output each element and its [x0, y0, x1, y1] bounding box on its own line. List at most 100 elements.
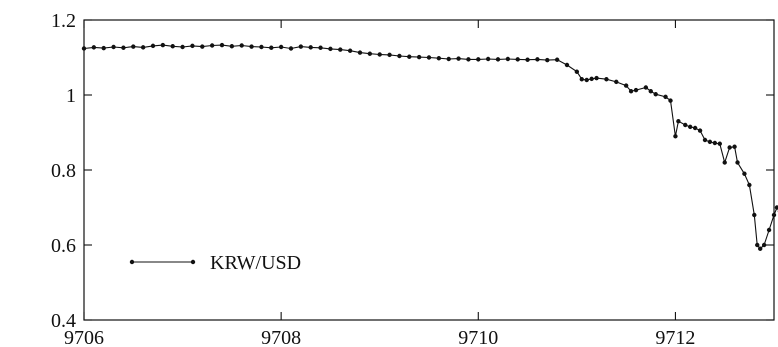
data-point [200, 44, 205, 49]
data-point [584, 77, 589, 83]
data-point [485, 56, 491, 62]
data-point [170, 44, 175, 49]
data-point [668, 98, 673, 103]
data-point [476, 57, 481, 62]
data-point [407, 54, 412, 59]
data-point [742, 171, 747, 176]
data-point [554, 57, 560, 62]
y-tick-label: 0.4 [51, 310, 76, 332]
data-point [298, 44, 304, 49]
x-tick-label: 9706 [64, 327, 104, 347]
data-point [683, 122, 688, 128]
data-point [643, 85, 649, 90]
data-point [663, 94, 668, 100]
data-point [676, 119, 681, 124]
data-point [278, 44, 284, 50]
data-point [717, 141, 722, 146]
data-point [697, 128, 703, 133]
data-point [259, 44, 264, 50]
data-point [91, 45, 97, 50]
data-point [707, 139, 713, 145]
data-point [140, 45, 146, 50]
series-line-0 [83, 44, 778, 250]
data-point [735, 160, 740, 165]
data-point [564, 62, 570, 68]
data-point [357, 50, 363, 55]
legend: KRW/USD [129, 252, 301, 274]
data-point [752, 212, 757, 218]
data-point [673, 134, 678, 139]
data-point [81, 46, 87, 51]
x-tick-label: 9708 [261, 327, 301, 347]
legend-marker-left [129, 259, 135, 265]
data-point [426, 55, 432, 60]
data-point [747, 182, 752, 188]
data-point [628, 89, 634, 94]
data-point [121, 45, 126, 50]
data-point [190, 43, 195, 49]
data-point [604, 77, 609, 82]
data-point [535, 57, 540, 62]
data-point [594, 75, 599, 81]
data-point [653, 92, 658, 97]
data-point [732, 144, 737, 149]
data-point [446, 56, 451, 62]
data-point [387, 52, 392, 58]
data-point [328, 46, 333, 52]
data-point [515, 57, 520, 62]
y-tick-label: 1.2 [51, 10, 76, 32]
series-group [81, 42, 778, 251]
x-tick-label: 9712 [655, 327, 695, 347]
x-tick-label: 9710 [458, 327, 498, 347]
data-point [131, 44, 136, 49]
data-point [758, 246, 763, 251]
data-point [722, 160, 727, 165]
y-tick-label: 1 [66, 85, 76, 107]
data-point [648, 89, 653, 94]
legend-label: KRW/USD [210, 252, 301, 274]
data-point [589, 76, 594, 82]
data-point [397, 53, 402, 59]
data-point [495, 57, 501, 62]
data-point [755, 242, 760, 248]
data-point [150, 43, 156, 49]
data-point [579, 77, 584, 82]
data-point [466, 57, 471, 62]
y-tick-label: 0.6 [51, 235, 76, 257]
data-point [347, 48, 353, 53]
axis-tick-labels: 0.4 0.6 0.8 1 1.2 9706 9708 9710 9712 [51, 10, 695, 347]
data-point [219, 42, 225, 48]
data-point [160, 42, 166, 48]
data-point [338, 47, 343, 52]
axis-ticks [83, 19, 774, 321]
data-point [525, 57, 530, 62]
data-point [774, 205, 778, 210]
plot-frame [83, 19, 775, 321]
data-point [712, 140, 718, 146]
data-point [239, 43, 244, 48]
data-point [766, 227, 772, 233]
data-point [209, 43, 215, 48]
data-point [249, 44, 254, 49]
data-point [574, 69, 580, 74]
data-point [269, 45, 274, 50]
data-point [545, 57, 550, 63]
data-point [761, 242, 767, 248]
data-point [771, 212, 777, 218]
data-point [318, 45, 323, 50]
data-point [456, 56, 461, 61]
data-point [692, 125, 698, 131]
data-point [111, 44, 116, 50]
data-point [308, 45, 313, 50]
data-point [288, 46, 294, 51]
data-point [180, 44, 185, 50]
data-point [367, 51, 373, 56]
data-point [436, 56, 442, 61]
data-point [614, 79, 619, 85]
data-point [101, 45, 106, 51]
y-tick-label: 0.8 [51, 160, 76, 182]
data-point [505, 56, 511, 62]
data-point [727, 145, 732, 150]
data-point [229, 44, 235, 49]
data-point [702, 137, 708, 143]
